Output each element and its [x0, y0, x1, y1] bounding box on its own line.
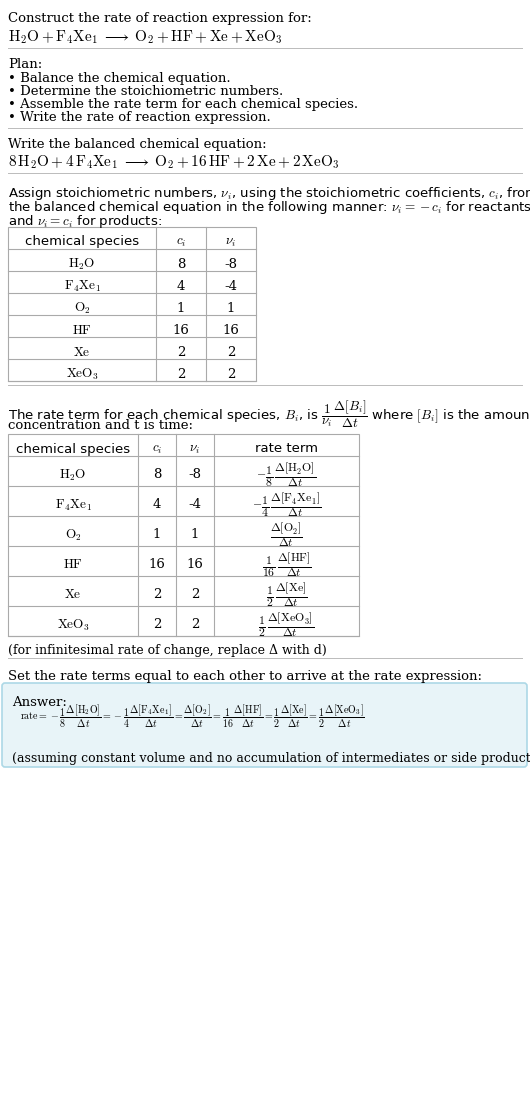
Text: -8: -8 — [189, 468, 201, 481]
Text: 16: 16 — [187, 558, 204, 572]
Text: 1: 1 — [227, 301, 235, 315]
Text: rate term: rate term — [255, 443, 318, 456]
Text: $\mathrm{F_4Xe_1}$: $\mathrm{F_4Xe_1}$ — [55, 497, 92, 513]
Text: $\mathrm{HF}$: $\mathrm{HF}$ — [72, 324, 92, 337]
Text: $\mathrm{rate} = -\dfrac{1}{8}\dfrac{\Delta[\mathrm{H_2O}]}{\Delta t} = -\dfrac{: $\mathrm{rate} = -\dfrac{1}{8}\dfrac{\De… — [20, 703, 365, 729]
Text: $\mathrm{O_2}$: $\mathrm{O_2}$ — [74, 300, 91, 316]
Text: $\mathrm{H_2O}$: $\mathrm{H_2O}$ — [68, 257, 96, 271]
Text: The rate term for each chemical species, $B_i$, is $\dfrac{1}{\nu_i}\dfrac{\Delt: The rate term for each chemical species,… — [8, 399, 530, 430]
Text: 1: 1 — [177, 301, 185, 315]
Text: Write the balanced chemical equation:: Write the balanced chemical equation: — [8, 138, 267, 151]
Text: 16: 16 — [148, 558, 165, 572]
Text: chemical species: chemical species — [16, 443, 130, 456]
Text: $\mathrm{O_2}$: $\mathrm{O_2}$ — [65, 527, 82, 543]
Text: Plan:: Plan: — [8, 58, 42, 71]
Text: 1: 1 — [191, 528, 199, 542]
Text: $\dfrac{\Delta[\mathrm{O_2}]}{\Delta t}$: $\dfrac{\Delta[\mathrm{O_2}]}{\Delta t}$ — [270, 522, 303, 549]
Text: Answer:: Answer: — [12, 696, 67, 709]
Text: $\mathrm{Xe}$: $\mathrm{Xe}$ — [73, 346, 91, 358]
Text: Set the rate terms equal to each other to arrive at the rate expression:: Set the rate terms equal to each other t… — [8, 671, 482, 683]
Text: $\dfrac{1}{2}\,\dfrac{\Delta[\mathrm{Xe}]}{\Delta t}$: $\dfrac{1}{2}\,\dfrac{\Delta[\mathrm{Xe}… — [266, 582, 307, 609]
Text: $\nu_i$: $\nu_i$ — [189, 443, 201, 456]
Text: chemical species: chemical species — [25, 236, 139, 248]
Text: 2: 2 — [177, 346, 185, 358]
Text: • Assemble the rate term for each chemical species.: • Assemble the rate term for each chemic… — [8, 98, 358, 111]
FancyBboxPatch shape — [2, 683, 527, 767]
Text: 16: 16 — [173, 324, 189, 337]
Text: $\nu_i$: $\nu_i$ — [225, 236, 236, 248]
Text: 16: 16 — [223, 324, 240, 337]
Text: $\mathrm{H_2O}$: $\mathrm{H_2O}$ — [59, 467, 87, 483]
Text: 8: 8 — [153, 468, 161, 481]
Text: $\dfrac{1}{2}\,\dfrac{\Delta[\mathrm{XeO_3}]}{\Delta t}$: $\dfrac{1}{2}\,\dfrac{\Delta[\mathrm{XeO… — [259, 612, 315, 639]
Text: 2: 2 — [191, 618, 199, 632]
Text: $\mathrm{XeO_3}$: $\mathrm{XeO_3}$ — [66, 366, 99, 381]
Text: 8: 8 — [177, 258, 185, 270]
Text: $c_i$: $c_i$ — [176, 236, 186, 248]
Text: and $\nu_i = c_i$ for products:: and $\nu_i = c_i$ for products: — [8, 214, 162, 230]
Text: Construct the rate of reaction expression for:: Construct the rate of reaction expressio… — [8, 12, 312, 24]
Text: -8: -8 — [225, 258, 237, 270]
Text: $c_i$: $c_i$ — [152, 443, 162, 456]
Text: 2: 2 — [153, 618, 161, 632]
Text: concentration and t is time:: concentration and t is time: — [8, 419, 193, 431]
Text: 2: 2 — [227, 346, 235, 358]
Text: • Write the rate of reaction expression.: • Write the rate of reaction expression. — [8, 111, 271, 125]
Text: the balanced chemical equation in the following manner: $\nu_i = -c_i$ for react: the balanced chemical equation in the fo… — [8, 199, 530, 216]
Bar — [8, 434, 359, 636]
Text: 4: 4 — [177, 279, 185, 292]
Text: $\mathrm{Xe}$: $\mathrm{Xe}$ — [64, 588, 82, 602]
Text: • Balance the chemical equation.: • Balance the chemical equation. — [8, 72, 231, 85]
Text: -4: -4 — [189, 498, 201, 512]
Text: $-\dfrac{1}{8}\,\dfrac{\Delta[\mathrm{H_2O}]}{\Delta t}$: $-\dfrac{1}{8}\,\dfrac{\Delta[\mathrm{H_… — [257, 461, 316, 489]
Text: $\mathrm{XeO_3}$: $\mathrm{XeO_3}$ — [57, 617, 90, 633]
Text: 1: 1 — [153, 528, 161, 542]
Text: $\mathrm{H_2O + F_4Xe_1 \;\longrightarrow\; O_2 + HF + Xe + XeO_3}$: $\mathrm{H_2O + F_4Xe_1 \;\longrightarro… — [8, 28, 282, 46]
Text: 2: 2 — [191, 588, 199, 602]
Text: (for infinitesimal rate of change, replace Δ with d): (for infinitesimal rate of change, repla… — [8, 644, 327, 657]
Text: 2: 2 — [177, 367, 185, 380]
Text: 4: 4 — [153, 498, 161, 512]
Text: 2: 2 — [227, 367, 235, 380]
Text: $\mathrm{HF}$: $\mathrm{HF}$ — [63, 558, 83, 572]
Text: (assuming constant volume and no accumulation of intermediates or side products): (assuming constant volume and no accumul… — [12, 752, 530, 765]
Text: $-\dfrac{1}{4}\,\dfrac{\Delta[\mathrm{F_4Xe_1}]}{\Delta t}$: $-\dfrac{1}{4}\,\dfrac{\Delta[\mathrm{F_… — [252, 492, 321, 519]
Text: $\dfrac{1}{16}\,\dfrac{\Delta[\mathrm{HF}]}{\Delta t}$: $\dfrac{1}{16}\,\dfrac{\Delta[\mathrm{HF… — [261, 552, 312, 579]
Text: Assign stoichiometric numbers, $\nu_i$, using the stoichiometric coefficients, $: Assign stoichiometric numbers, $\nu_i$, … — [8, 185, 530, 202]
Text: $\mathrm{8\,H_2O + 4\,F_4Xe_1 \;\longrightarrow\; O_2 + 16\,HF + 2\,Xe + 2\,XeO_: $\mathrm{8\,H_2O + 4\,F_4Xe_1 \;\longrig… — [8, 153, 340, 170]
Bar — [8, 227, 256, 381]
Text: -4: -4 — [225, 279, 237, 292]
Text: $\mathrm{F_4Xe_1}$: $\mathrm{F_4Xe_1}$ — [64, 278, 101, 294]
Text: • Determine the stoichiometric numbers.: • Determine the stoichiometric numbers. — [8, 85, 283, 98]
Text: 2: 2 — [153, 588, 161, 602]
